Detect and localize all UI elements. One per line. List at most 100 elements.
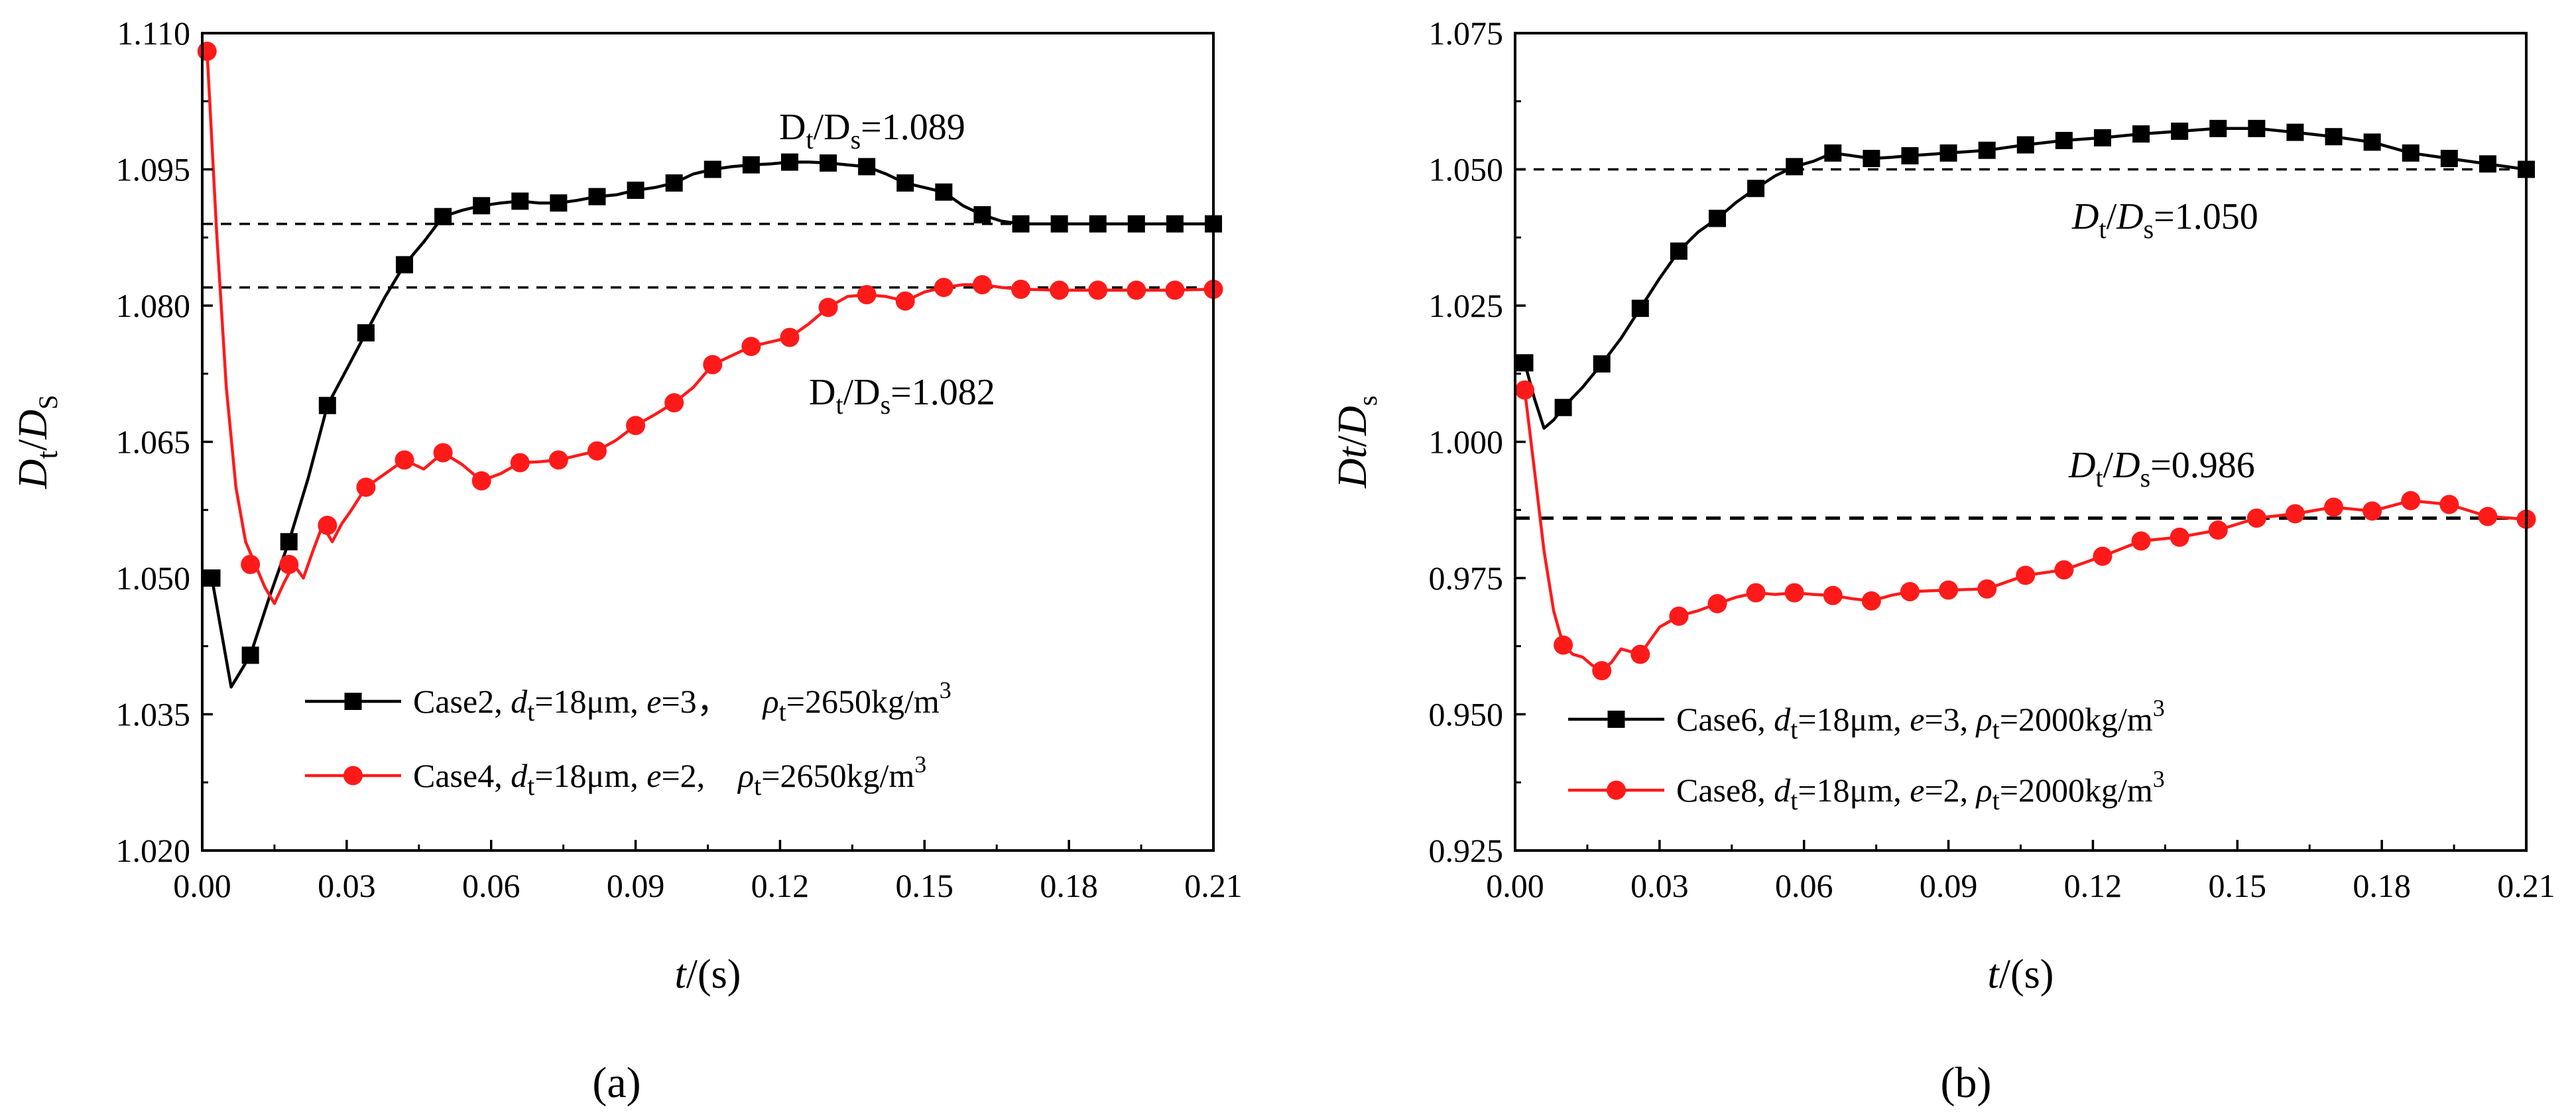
- legend-a: Case2, dt=18μm, e=3， ρt=2650kg/m3 Case4, …: [305, 677, 951, 801]
- reference-label: Dt/Ds=1.050: [2071, 196, 2258, 244]
- case8-point: [1977, 579, 1997, 599]
- ticks-a: 0.00 0.03 0.06 0.09 0.12 0.15 0.18 0.21 1.020 1.0…: [116, 15, 1243, 904]
- case8-point: [2170, 527, 2189, 547]
- y-tick-label: 0.925: [1429, 832, 1504, 869]
- y-axis-label: Dt/DS: [11, 395, 64, 490]
- case6-point: [1709, 209, 1726, 227]
- x-axis-label: t/(s): [675, 952, 741, 997]
- case8-point: [2439, 495, 2459, 514]
- case6-point: [1901, 147, 1919, 164]
- reference-label: Dt/Ds=1.082: [809, 372, 995, 420]
- case4-point: [934, 278, 953, 298]
- y-tick-label: 1.065: [116, 424, 191, 461]
- case6-point: [2132, 125, 2150, 143]
- case2-point: [1127, 215, 1145, 233]
- case6-point: [2093, 129, 2111, 147]
- case6-point: [1978, 141, 1996, 159]
- markers-b: [1515, 119, 2536, 681]
- case8-point: [2208, 520, 2228, 540]
- case8-point: [2131, 531, 2151, 551]
- case2-point: [780, 153, 798, 171]
- case4-point: [395, 450, 414, 470]
- x-tick-label: 0.00: [173, 867, 231, 904]
- case2-point: [742, 156, 760, 174]
- case8-point: [2054, 560, 2074, 580]
- markers-a: [197, 41, 1223, 664]
- case2-point: [550, 194, 568, 212]
- case2-point: [1050, 215, 1068, 233]
- x-tick-label: 0.00: [1486, 867, 1544, 904]
- y-tick-label: 0.950: [1429, 696, 1504, 733]
- case6-point: [2479, 155, 2496, 173]
- case6-point: [1670, 242, 1687, 260]
- case8-point: [2401, 491, 2421, 510]
- case2-point: [973, 206, 991, 223]
- case2-point: [665, 174, 683, 192]
- reference-lines-a: [202, 222, 1213, 289]
- case8-point: [1746, 583, 1766, 603]
- case6-point: [2363, 133, 2381, 151]
- case8-line: [1523, 390, 2527, 672]
- case8-point: [1554, 635, 1573, 655]
- case2-point: [1089, 215, 1107, 233]
- case2-point: [396, 256, 413, 274]
- case6-point: [1939, 144, 1957, 162]
- case8-point: [1669, 607, 1689, 626]
- x-tick-label: 0.15: [2209, 867, 2267, 904]
- case2-point: [357, 324, 375, 342]
- case8-point: [1939, 580, 1959, 600]
- case2-point: [935, 183, 953, 201]
- case6-point: [2171, 122, 2189, 140]
- case8-point: [2478, 506, 2498, 526]
- case4-point: [318, 516, 337, 536]
- case4-point: [857, 285, 877, 305]
- x-tick-label: 0.09: [607, 867, 665, 904]
- case8-point: [2324, 497, 2344, 517]
- case8-point: [1707, 594, 1727, 614]
- case4-point: [972, 274, 992, 294]
- case8-point: [2285, 504, 2305, 524]
- case4-point: [1165, 280, 1185, 300]
- case6-point: [2402, 144, 2420, 162]
- reference-lines-b: [1515, 168, 2526, 520]
- labels-b: Dt/Ds=1.050 Dt/Ds=0.986 t/(s) Dt/Ds (b): [1330, 196, 2258, 1107]
- case6-point: [1747, 180, 1765, 198]
- case2-point: [858, 158, 876, 176]
- case4-point: [1127, 280, 1146, 300]
- y-tick-label: 1.080: [116, 287, 191, 324]
- case2-point: [318, 396, 336, 414]
- case6-line: [1523, 127, 2527, 430]
- case8-point: [1900, 582, 1920, 602]
- case4-point: [241, 554, 261, 574]
- case6-point: [2440, 150, 2458, 168]
- x-tick-label: 0.18: [2353, 867, 2411, 904]
- case4-point: [703, 355, 723, 375]
- case6-point: [2209, 119, 2227, 137]
- reference-label: Dt/Ds=1.089: [779, 107, 965, 154]
- y-tick-label: 1.050: [1429, 151, 1504, 188]
- y-tick-label: 1.075: [1429, 15, 1504, 52]
- x-tick-label: 0.06: [1775, 867, 1833, 904]
- case2-point: [473, 197, 491, 215]
- case4-point: [279, 554, 299, 574]
- case2-point: [511, 192, 529, 210]
- case4-point: [1050, 280, 1070, 300]
- x-tick-label: 0.03: [318, 867, 376, 904]
- case8-point: [1784, 583, 1804, 603]
- legend-entry: Case4, dt=18μm, e=2, ρt=2650kg/m3: [413, 751, 926, 801]
- case6-point: [1786, 158, 1804, 176]
- x-tick-label: 0.18: [1040, 867, 1098, 904]
- case4-point: [664, 393, 684, 413]
- y-tick-label: 1.110: [117, 15, 190, 52]
- case4-point: [587, 441, 607, 461]
- case8-point: [1592, 661, 1612, 681]
- case2-point: [280, 533, 298, 551]
- case4-point: [1011, 279, 1031, 299]
- case6-point: [2016, 136, 2034, 154]
- curves-b: [1523, 127, 2527, 672]
- ticks-b: 0.00 0.03 0.06 0.09 0.12 0.15 0.18 0.21 0.925 0.9…: [1429, 15, 2555, 904]
- y-tick-label: 1.050: [116, 559, 191, 597]
- reference-label: Dt/Ds=0.986: [2068, 445, 2255, 493]
- x-tick-label: 0.15: [896, 867, 954, 904]
